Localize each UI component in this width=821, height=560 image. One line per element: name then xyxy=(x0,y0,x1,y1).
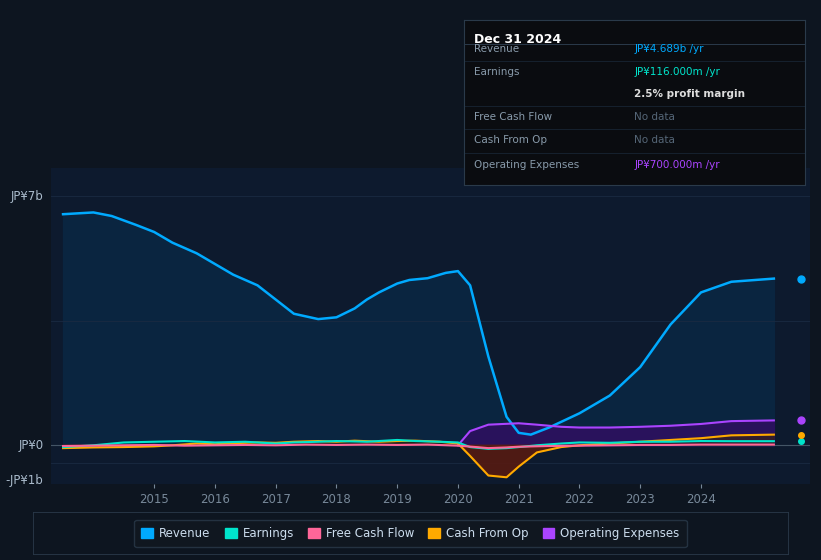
Text: Cash From Op: Cash From Op xyxy=(474,135,547,145)
Text: Free Cash Flow: Free Cash Flow xyxy=(474,112,553,122)
Text: No data: No data xyxy=(635,112,675,122)
Legend: Revenue, Earnings, Free Cash Flow, Cash From Op, Operating Expenses: Revenue, Earnings, Free Cash Flow, Cash … xyxy=(135,520,686,547)
Text: JP¥700.000m /yr: JP¥700.000m /yr xyxy=(635,160,720,170)
Text: 2.5% profit margin: 2.5% profit margin xyxy=(635,89,745,99)
Text: Operating Expenses: Operating Expenses xyxy=(474,160,580,170)
Text: Dec 31 2024: Dec 31 2024 xyxy=(474,33,562,46)
Text: JP¥0: JP¥0 xyxy=(18,439,44,452)
Text: -JP¥1b: -JP¥1b xyxy=(6,474,44,487)
Text: JP¥7b: JP¥7b xyxy=(11,190,44,203)
Text: Revenue: Revenue xyxy=(474,44,519,54)
Text: Earnings: Earnings xyxy=(474,67,520,77)
Text: JP¥4.689b /yr: JP¥4.689b /yr xyxy=(635,44,704,54)
Text: No data: No data xyxy=(635,135,675,145)
Text: JP¥116.000m /yr: JP¥116.000m /yr xyxy=(635,67,720,77)
